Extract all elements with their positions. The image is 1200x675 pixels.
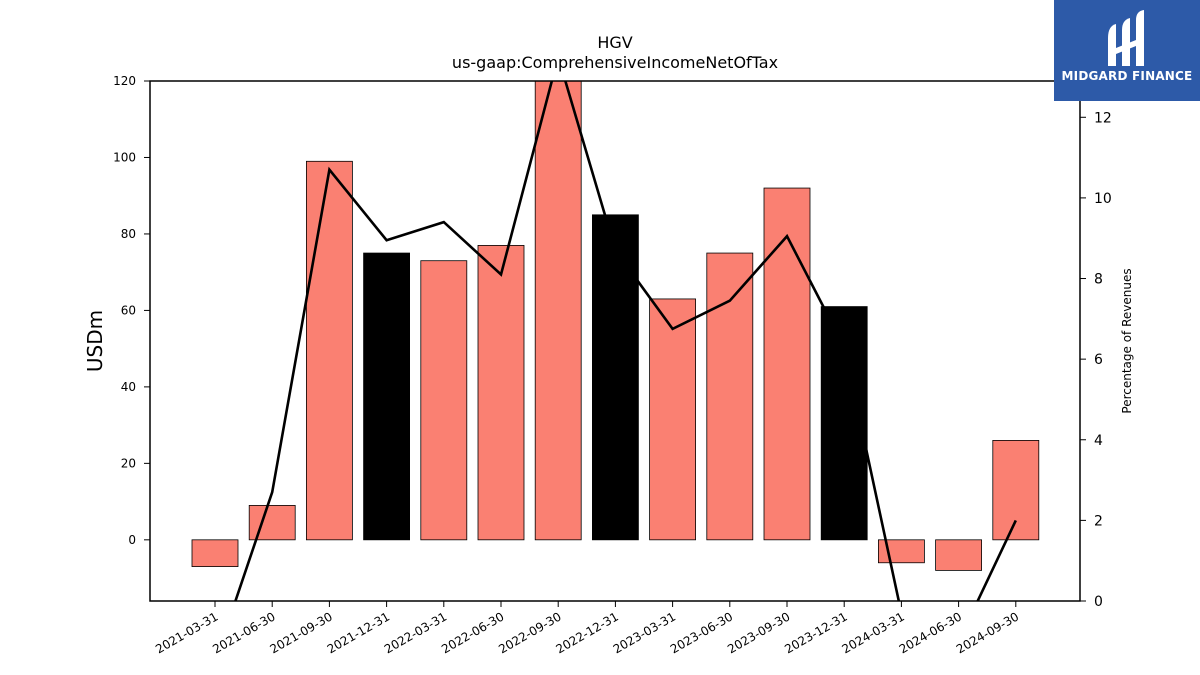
x-tick-label: 2021-06-30 <box>210 609 277 656</box>
x-tick-label: 2022-03-31 <box>382 609 449 656</box>
bar-2023-03-31 <box>649 298 696 541</box>
percentage-line <box>234 81 1017 601</box>
y-tick-label: 120 <box>113 74 136 88</box>
y-tick-label: 60 <box>121 303 136 317</box>
bar-2021-12-31 <box>363 252 411 541</box>
y2-tick-label: 6 <box>1094 352 1103 368</box>
y-tick-label: 20 <box>121 456 136 470</box>
y2-tick-label: 0 <box>1094 594 1103 610</box>
x-tick-label: 2023-09-30 <box>725 609 792 656</box>
bar-2023-06-30 <box>706 252 754 541</box>
x-tick-label: 2021-03-31 <box>153 609 220 656</box>
y2-axis-label: Percentage of Revenues <box>1120 268 1134 413</box>
x-tick-label: 2023-06-30 <box>668 609 735 656</box>
bar-2023-09-30 <box>763 187 811 541</box>
x-tick-label: 2021-12-31 <box>325 609 392 656</box>
x-tick-label: 2022-09-30 <box>496 609 563 656</box>
bar-2021-09-30 <box>305 160 353 541</box>
y2-tick-label: 8 <box>1094 272 1103 288</box>
bar-2021-06-30 <box>248 505 296 541</box>
bar-2021-03-31 <box>191 539 239 567</box>
y-tick-label: 100 <box>113 150 136 164</box>
chart-subtitle: us-gaap:ComprehensiveIncomeNetOfTax <box>452 53 778 72</box>
line-layer <box>234 81 1017 601</box>
y2-tick-label: 10 <box>1094 191 1112 207</box>
bar-2022-03-31 <box>420 260 468 541</box>
bar-2022-06-30 <box>477 245 525 541</box>
x-tick-label: 2023-03-31 <box>611 609 678 656</box>
x-tick-label: 2021-09-30 <box>267 609 334 656</box>
x-tick-label: 2022-12-31 <box>553 609 620 656</box>
y-tick-label: 80 <box>121 227 136 241</box>
logo-mark-icon <box>1108 10 1144 66</box>
x-tick-label: 2024-03-31 <box>839 609 906 656</box>
midgard-finance-logo: MIDGARD FINANCE <box>1054 0 1200 101</box>
x-tick-label: 2024-09-30 <box>954 609 1021 656</box>
x-tick-label: 2023-12-31 <box>782 609 849 656</box>
logo-text: MIDGARD FINANCE <box>1061 69 1193 83</box>
y-tick-label: 40 <box>121 380 136 394</box>
y2-tick-label: 2 <box>1094 513 1103 529</box>
x-tick-label: 2024-06-30 <box>897 609 964 656</box>
bar-2024-09-30 <box>992 440 1040 541</box>
y2-tick-label: 12 <box>1094 110 1112 126</box>
y-tick-label: 0 <box>128 533 136 547</box>
chart-title: HGV <box>597 33 632 52</box>
bar-2024-06-30 <box>935 539 982 571</box>
x-tick-label: 2022-06-30 <box>439 609 506 656</box>
y-axis-label: USDm <box>83 310 107 372</box>
bars-layer <box>191 81 1040 571</box>
bar-2022-12-31 <box>592 214 639 541</box>
y2-tick-label: 4 <box>1094 433 1103 449</box>
bar-2022-09-30 <box>534 81 582 541</box>
